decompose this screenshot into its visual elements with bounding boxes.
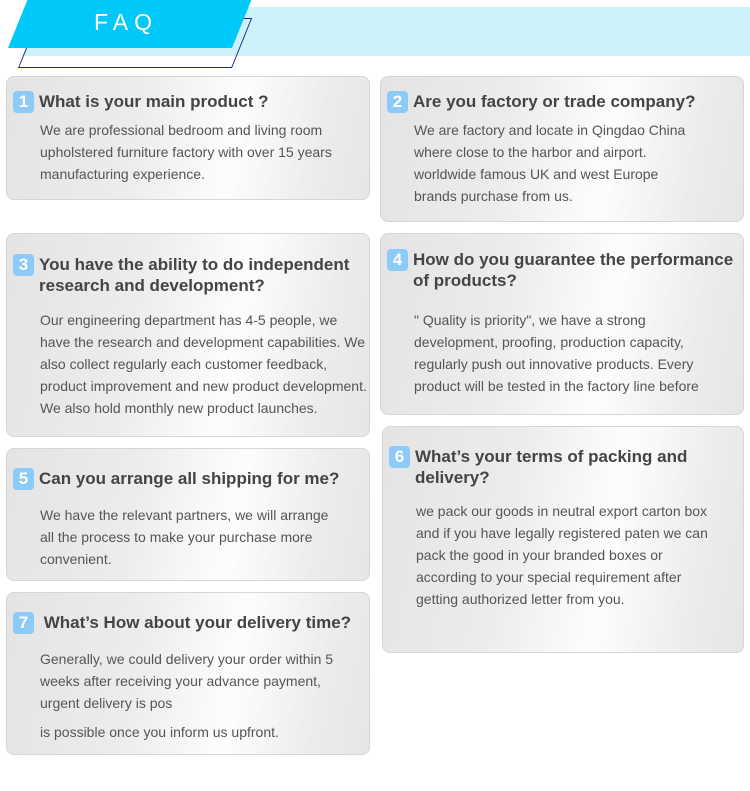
- answer-line: We also hold monthly new product launche…: [40, 400, 318, 416]
- question-line: Can you arrange all shipping for me?: [39, 469, 340, 488]
- question-line: What’s How about your delivery time?: [39, 613, 352, 632]
- faq-question: 6 What’s your terms of packing and delive…: [389, 446, 739, 488]
- answer-line: development, proofing, production capaci…: [414, 334, 684, 350]
- question-line: of products?: [413, 271, 517, 290]
- answer-line: weeks after receiving your advance payme…: [40, 673, 321, 689]
- answer-line: where close to the harbor and airport.: [414, 144, 647, 160]
- question-title: What’s How about your delivery time?: [39, 612, 351, 633]
- answer-line: we pack our goods in neutral export cart…: [416, 503, 708, 519]
- number-badge: 2: [387, 91, 408, 113]
- number-badge: 5: [13, 468, 34, 490]
- faq-card-4: 4 How do you guarantee the performance of…: [380, 233, 744, 415]
- answer-line: according to your special requirement af…: [416, 569, 682, 585]
- faq-card-3: 3 You have the ability to do independent…: [6, 233, 370, 437]
- number-badge: 6: [389, 446, 410, 468]
- number-badge: 1: [13, 91, 34, 113]
- number-badge: 7: [13, 612, 34, 634]
- faq-answer: Our engineering department has 4-5 peopl…: [40, 309, 367, 419]
- question-line: What is your main product ?: [39, 92, 269, 111]
- question-title: What’s your terms of packing and delivery…: [415, 446, 687, 488]
- faq-card-6: 6 What’s your terms of packing and delive…: [382, 426, 744, 653]
- faq-question: 4 How do you guarantee the performance of…: [387, 249, 739, 291]
- answer-line: is possible once you inform us upfront.: [40, 724, 279, 740]
- answer-line: convenient.: [40, 551, 112, 567]
- question-title: Can you arrange all shipping for me?: [39, 468, 339, 489]
- answer-line: upholstered furniture factory with over …: [40, 144, 332, 160]
- answer-line: We are professional bedroom and living r…: [40, 122, 323, 138]
- faq-card-2: 2 Are you factory or trade company? We ar…: [380, 76, 744, 222]
- number-badge: 4: [387, 249, 408, 271]
- answer-line: brands purchase from us.: [414, 188, 573, 204]
- faq-answer: " Quality is priority", we have a strong…: [414, 309, 739, 397]
- question-line: Are you factory or trade company?: [413, 92, 696, 111]
- faq-question: 7 What’s How about your delivery time?: [13, 612, 365, 634]
- answer-line: manufacturing experience.: [40, 166, 205, 182]
- answer-line: getting authorized letter from you.: [416, 591, 625, 607]
- answer-line: Generally, we could delivery your order …: [40, 651, 334, 667]
- answer-line: also collect regularly each customer fee…: [40, 356, 328, 372]
- faq-answer: we pack our goods in neutral export cart…: [416, 500, 739, 610]
- question-title: What is your main product ?: [39, 91, 269, 112]
- number-badge: 3: [13, 254, 34, 276]
- answer-line: We are factory and locate in Qingdao Chi…: [414, 122, 686, 138]
- faq-question: 2 Are you factory or trade company?: [387, 91, 739, 113]
- question-title: How do you guarantee the performance of p…: [413, 249, 733, 291]
- faq-answer: Generally, we could delivery your order …: [40, 648, 365, 743]
- question-line: research and development?: [39, 276, 265, 295]
- question-line: How do you guarantee the performance: [413, 250, 734, 269]
- answer-line: " Quality is priority", we have a strong: [414, 312, 646, 328]
- question-line: delivery?: [415, 468, 490, 487]
- answer-line: Our engineering department has 4-5 peopl…: [40, 312, 338, 328]
- faq-answer: We have the relevant partners, we will a…: [40, 504, 365, 570]
- question-line: You have the ability to do independent: [39, 255, 350, 274]
- answer-line: all the process to make your purchase mo…: [40, 529, 313, 545]
- page-title: FAQ: [94, 9, 159, 35]
- faq-card-7: 7 What’s How about your delivery time? Ge…: [6, 592, 370, 755]
- answer-line: pack the good in your branded boxes or: [416, 547, 663, 563]
- answer-line: product will be tested in the factory li…: [414, 378, 699, 394]
- faq-card-5: 5 Can you arrange all shipping for me? We…: [6, 448, 370, 581]
- faq-answer: We are professional bedroom and living r…: [40, 119, 365, 185]
- answer-line: product improvement and new product deve…: [40, 378, 367, 394]
- answer-line: and if you have legally registered paten…: [416, 525, 708, 541]
- question-line: What’s your terms of packing and: [415, 447, 688, 466]
- faq-question: 5 Can you arrange all shipping for me?: [13, 468, 365, 490]
- answer-line: have the research and development capabi…: [40, 334, 366, 350]
- faq-answer: We are factory and locate in Qingdao Chi…: [414, 119, 739, 207]
- faq-card-1: 1 What is your main product ? We are prof…: [6, 76, 370, 200]
- faq-question: 1 What is your main product ?: [13, 91, 365, 113]
- answer-line: We have the relevant partners, we will a…: [40, 507, 329, 523]
- answer-line: worldwide famous UK and west Europe: [414, 166, 659, 182]
- faq-question: 3 You have the ability to do independent…: [13, 254, 365, 296]
- question-title: You have the ability to do independent re…: [39, 254, 349, 296]
- answer-line: regularly push out innovative products. …: [414, 356, 694, 372]
- question-title: Are you factory or trade company?: [413, 91, 695, 112]
- answer-line: urgent delivery is pos: [40, 695, 173, 711]
